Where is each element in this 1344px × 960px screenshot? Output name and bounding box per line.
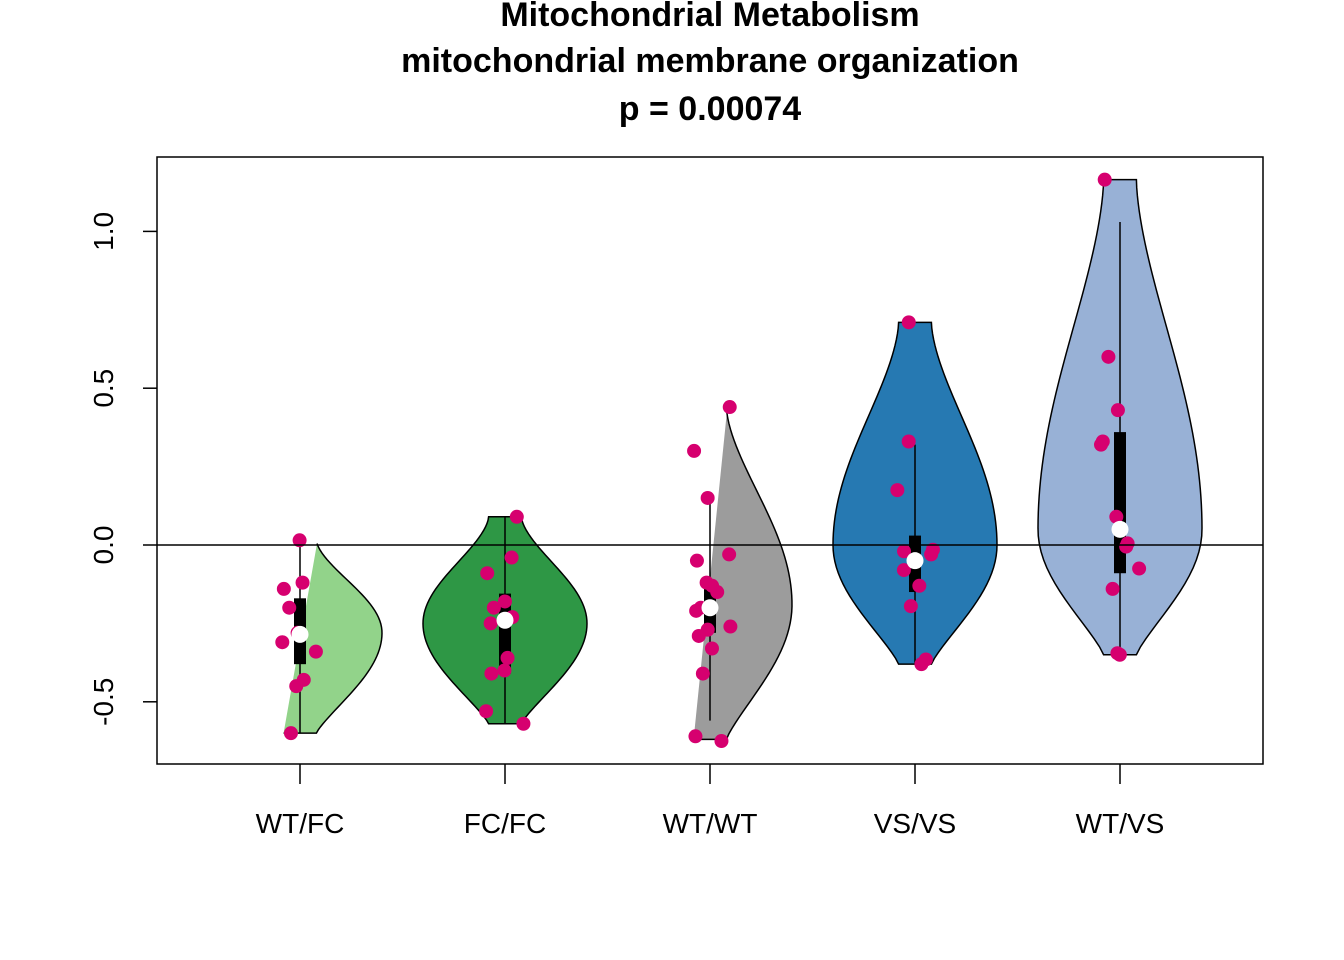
data-point [1110,403,1125,418]
data-point [1112,647,1127,662]
data-point [1101,349,1116,364]
y-tick-label: 0.5 [88,369,119,408]
data-point [497,663,512,678]
data-point [308,644,323,659]
axes: -0.5 0.0 0.5 1.0 WT/FC FC/FC WT/WT VS/VS WT/VS [88,212,1263,839]
data-point [1097,172,1112,187]
median-marker [496,611,514,629]
x-tick-label: WT/WT [663,808,758,839]
x-tick-label: VS/VS [874,808,956,839]
data-point [722,547,737,562]
violin-group-wt-fc [275,533,383,741]
data-point [687,443,702,458]
data-point [275,635,290,650]
data-point [500,650,515,665]
x-tick-label: WT/FC [256,808,345,839]
median-marker [906,552,924,570]
x-tick-label: FC/FC [464,808,546,839]
data-point [704,641,719,656]
chart-title-line-1: Mitochondrial Metabolism [500,0,919,34]
data-point [689,603,704,618]
data-point [890,483,905,498]
x-tick-label: WT/VS [1076,808,1165,839]
data-point [903,599,918,614]
data-point [1132,561,1147,576]
data-point [283,726,298,741]
data-point [914,657,929,672]
data-point [1119,539,1134,554]
data-point [479,704,494,719]
chart-title: Mitochondrial Metabolism mitochondrial m… [401,0,1019,128]
data-point [1094,437,1109,452]
violin-group-vs-vs [832,315,998,672]
data-point [497,594,512,609]
data-point [722,400,737,415]
data-point [901,315,916,330]
data-point [901,434,916,449]
y-tick-label: 0.0 [88,526,119,565]
data-point [295,575,310,590]
data-point [897,544,912,559]
violin-body [283,543,383,734]
median-marker [701,599,719,617]
data-point [483,616,498,631]
violin-body [693,412,793,741]
data-point [509,509,524,524]
data-point [710,585,725,600]
data-point [688,729,703,744]
violin-group-wt-wt [687,400,793,748]
data-point [695,666,710,681]
data-point [504,550,519,565]
median-marker [291,625,309,643]
data-point [714,734,729,748]
data-point [912,578,927,593]
violin-group-fc-fc [422,509,588,731]
data-point [282,600,297,615]
y-tick-label: 1.0 [88,212,119,251]
data-point [700,490,715,505]
median-marker [1111,520,1129,538]
y-tick-label: -0.5 [88,678,119,726]
data-point [723,619,738,634]
iqr-box [1114,432,1126,574]
data-point [486,600,501,615]
data-point [924,547,939,562]
data-point [691,628,706,643]
data-point [289,679,304,694]
violin-group-wt-vs [1037,172,1203,662]
plot-area [275,172,1203,748]
data-point [516,716,531,731]
data-point [292,533,307,548]
data-point [484,666,499,681]
data-point [480,566,495,581]
data-point [276,581,291,596]
data-point [896,563,911,578]
chart-title-line-2: mitochondrial membrane organization [401,42,1019,80]
chart-title-line-3: p = 0.00074 [619,90,802,128]
data-point [689,553,704,568]
data-point [1105,581,1120,596]
data-point [1109,509,1124,524]
